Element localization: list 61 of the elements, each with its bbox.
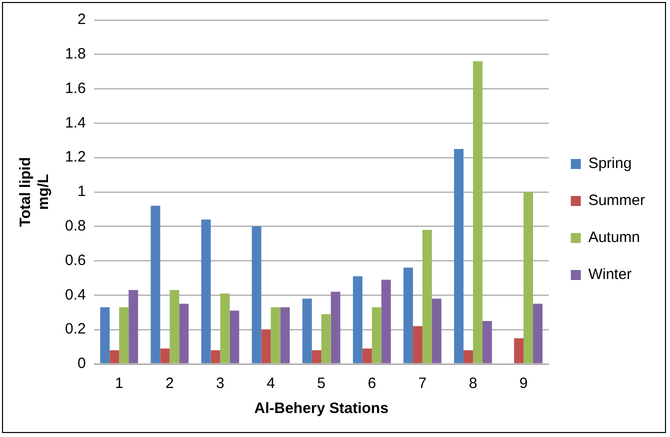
x-tick-label: 3 bbox=[216, 375, 224, 392]
y-axis-title: Total lipid mg/L bbox=[17, 157, 52, 227]
y-tick-label: 1 bbox=[78, 183, 86, 200]
x-axis-title: Al-Behery Stations bbox=[254, 400, 388, 418]
bar bbox=[362, 348, 372, 364]
bar bbox=[160, 348, 170, 364]
bar bbox=[150, 206, 160, 364]
legend-label: Summer bbox=[588, 192, 646, 210]
bar bbox=[533, 304, 543, 364]
legend-label: Winter bbox=[588, 266, 632, 284]
y-tick-label: 2 bbox=[78, 11, 86, 28]
bar bbox=[412, 326, 422, 364]
bar bbox=[119, 307, 129, 364]
y-tick-label: 1.8 bbox=[64, 46, 86, 63]
x-tick-label: 1 bbox=[114, 375, 124, 392]
x-tick-label: 8 bbox=[468, 375, 478, 392]
bar bbox=[454, 149, 464, 364]
bar bbox=[210, 350, 220, 364]
bar bbox=[100, 307, 110, 364]
bar bbox=[170, 290, 180, 364]
x-tick-label: 2 bbox=[166, 375, 174, 392]
y-tick-label: 1.2 bbox=[64, 148, 86, 166]
bar bbox=[330, 292, 340, 364]
bar bbox=[464, 350, 473, 364]
y-tick-label: 0.2 bbox=[64, 320, 86, 338]
legend-label: Spring bbox=[588, 155, 632, 172]
bar bbox=[230, 310, 240, 364]
bar bbox=[381, 280, 391, 364]
bar bbox=[352, 276, 362, 364]
bar bbox=[261, 330, 271, 364]
x-tick-label: 4 bbox=[266, 375, 275, 392]
bar bbox=[302, 298, 312, 364]
bar bbox=[312, 350, 322, 364]
bar bbox=[179, 304, 189, 364]
bar bbox=[514, 338, 524, 364]
bar bbox=[472, 61, 482, 364]
bar bbox=[201, 220, 211, 364]
bar bbox=[270, 307, 280, 364]
y-tick-label: 0.4 bbox=[64, 286, 86, 304]
bar bbox=[110, 350, 120, 364]
y-tick-label: 0.8 bbox=[64, 218, 86, 235]
y-tick-label: 0.6 bbox=[64, 252, 86, 269]
bar bbox=[422, 230, 432, 364]
bar bbox=[482, 321, 492, 364]
bar bbox=[128, 290, 138, 364]
bar bbox=[524, 192, 534, 364]
y-tick-label: 1.6 bbox=[64, 80, 86, 97]
bar bbox=[432, 298, 442, 364]
y-tick-label: 1.4 bbox=[64, 114, 86, 132]
bar bbox=[403, 268, 413, 364]
x-tick-label: 7 bbox=[418, 375, 427, 392]
legend-label: Autumn bbox=[588, 229, 640, 246]
x-tick-label: 6 bbox=[368, 375, 376, 392]
bar bbox=[252, 226, 262, 364]
y-tick-label: 0 bbox=[78, 355, 86, 372]
x-tick-label: 5 bbox=[317, 375, 326, 392]
bar bbox=[220, 293, 230, 364]
x-tick-label: 9 bbox=[519, 375, 528, 392]
bar bbox=[280, 307, 290, 364]
bar bbox=[321, 314, 331, 364]
bar bbox=[372, 307, 382, 364]
